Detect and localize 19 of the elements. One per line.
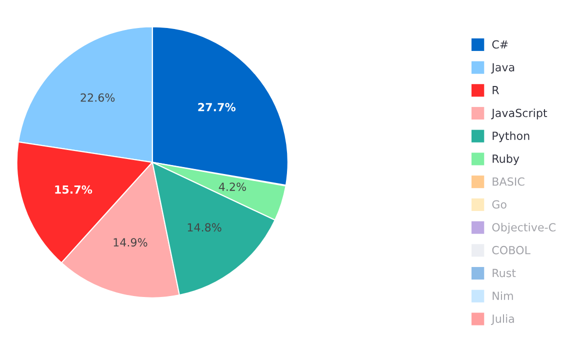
data-label: 14.9%: [114, 238, 148, 247]
data-label: 4.2%: [218, 182, 246, 191]
legend-label: R: [492, 86, 500, 94]
legend-label: Julia: [491, 314, 514, 325]
data-label: 15.7%: [55, 185, 92, 194]
legend-label: Java: [491, 63, 514, 74]
legend-label: Go: [492, 200, 506, 209]
legend-label: C#: [492, 40, 508, 49]
data-label: 22.6%: [80, 93, 115, 102]
data-label: 14.8%: [188, 223, 222, 232]
legend-label: BASIC: [492, 177, 524, 186]
legend-label: Ruby: [492, 154, 520, 166]
legend-label: Nim: [492, 291, 513, 300]
data-label: 27.7%: [198, 102, 236, 112]
legend-label: COBOL: [492, 246, 530, 254]
legend-label: Python: [492, 131, 530, 142]
legend-label: Rust: [492, 268, 516, 278]
legend-label: JavaScript: [491, 108, 548, 120]
legend-label: Objective-C: [492, 222, 556, 234]
